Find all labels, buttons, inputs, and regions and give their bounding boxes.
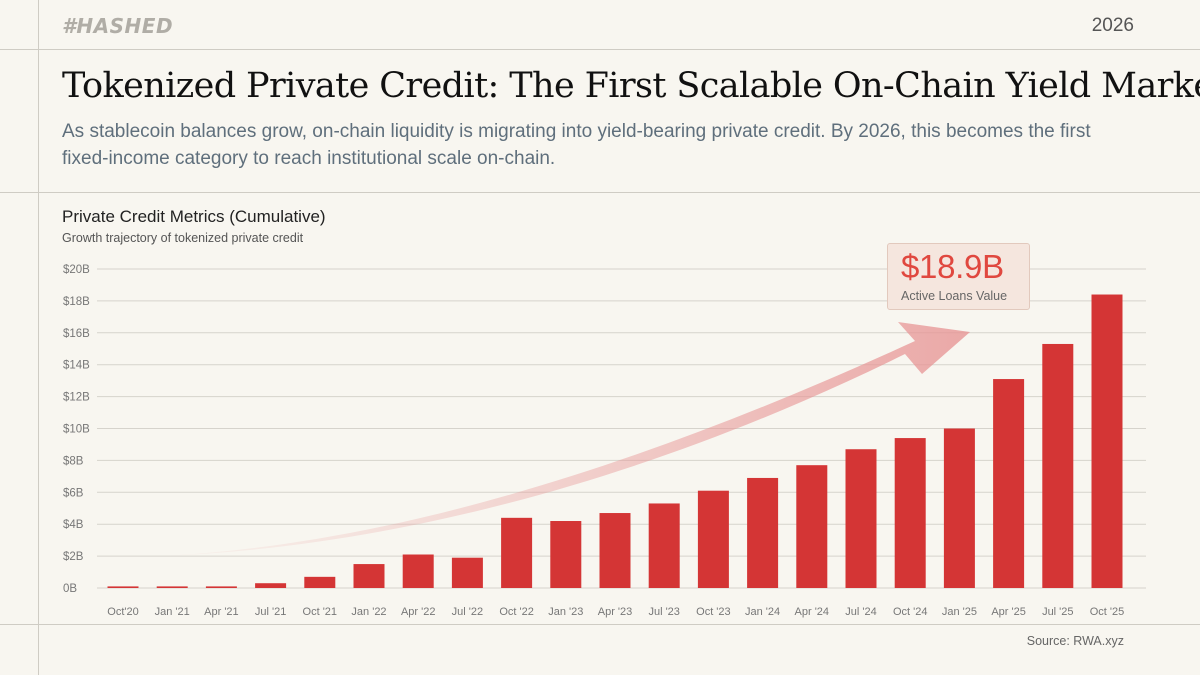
chart-subtitle: Growth trajectory of tokenized private c…	[62, 231, 304, 245]
x-tick-label: Apr '22	[401, 606, 436, 618]
x-tick-label: Jan '23	[548, 606, 583, 618]
x-tick-label: Oct'20	[107, 606, 138, 618]
x-tick-label: Apr '25	[991, 606, 1026, 618]
year-label: 2026	[1091, 15, 1134, 36]
x-tick-label: Oct '22	[499, 606, 534, 618]
x-tick-label: Jul '21	[255, 606, 286, 618]
bar	[107, 586, 139, 588]
header-divider	[0, 49, 1200, 50]
bar	[697, 490, 729, 588]
bar	[845, 449, 877, 588]
y-tick-label: $18B	[63, 296, 90, 308]
x-tick-label: Oct '24	[893, 606, 928, 618]
y-tick-label: $14B	[63, 360, 90, 372]
y-tick-label: $4B	[63, 519, 84, 531]
bars	[107, 294, 1123, 588]
page-title: Tokenized Private Credit: The First Scal…	[62, 66, 1200, 106]
chart-title: Private Credit Metrics (Cumulative)	[62, 207, 326, 226]
y-tick-label: 0B	[63, 583, 77, 595]
bar	[304, 576, 336, 588]
x-tick-label: Oct '25	[1090, 606, 1125, 618]
frame-left-rule	[38, 0, 39, 675]
source-note: Source: RWA.xyz	[1026, 634, 1124, 648]
bar	[993, 379, 1025, 588]
bar	[205, 586, 237, 588]
bar	[402, 554, 434, 588]
intro-divider	[0, 192, 1200, 193]
x-tick-label: Jan '21	[155, 606, 190, 618]
bar	[501, 517, 533, 588]
bar	[1091, 294, 1123, 588]
x-tick-label: Oct '21	[303, 606, 338, 618]
bar	[1042, 343, 1074, 588]
bar	[599, 513, 631, 588]
x-tick-label: Apr '24	[795, 606, 830, 618]
y-tick-label: $6B	[63, 487, 84, 499]
hashed-logo: #HASHED	[62, 14, 174, 38]
bar	[943, 428, 975, 588]
y-tick-label: $10B	[63, 424, 90, 436]
y-tick-label: $12B	[63, 392, 90, 404]
footer-divider	[0, 624, 1200, 625]
x-tick-label: Jul '25	[1042, 606, 1073, 618]
y-axis-ticks: 0B $2B $4B $6B $8B $10B $12B $14B $16B $18B $20B	[63, 264, 90, 595]
x-tick-label: Jul '24	[845, 606, 876, 618]
page-subtitle: As stablecoin balances grow, on-chain li…	[62, 121, 1091, 169]
bar	[550, 521, 582, 588]
y-tick-label: $2B	[63, 551, 84, 563]
y-tick-label: $16B	[63, 328, 90, 340]
bar	[747, 477, 779, 588]
bar	[156, 586, 188, 588]
x-tick-label: Oct '23	[696, 606, 731, 618]
callout-label: Active Loans Value	[901, 289, 1008, 303]
x-tick-label: Jan '25	[942, 606, 977, 618]
x-axis-ticks: Oct'20 Jan '21 Apr '21 Jul '21 Oct '21 Jan '2…	[107, 606, 1124, 618]
callout-value: $18.9B	[901, 248, 1004, 285]
x-tick-label: Jul '22	[452, 606, 483, 618]
x-tick-label: Jan '22	[351, 606, 386, 618]
bar	[451, 557, 483, 588]
bar	[796, 465, 828, 588]
bar	[894, 438, 926, 588]
bar	[353, 564, 385, 588]
x-tick-label: Jan '24	[745, 606, 780, 618]
x-tick-label: Apr '21	[204, 606, 239, 618]
bar	[648, 503, 680, 588]
y-tick-label: $20B	[63, 264, 90, 276]
y-tick-label: $8B	[63, 455, 84, 467]
x-tick-label: Apr '23	[598, 606, 633, 618]
active-loans-callout: $18.9B Active Loans Value	[887, 243, 1030, 310]
x-tick-label: Jul '23	[648, 606, 679, 618]
bar	[255, 583, 287, 588]
